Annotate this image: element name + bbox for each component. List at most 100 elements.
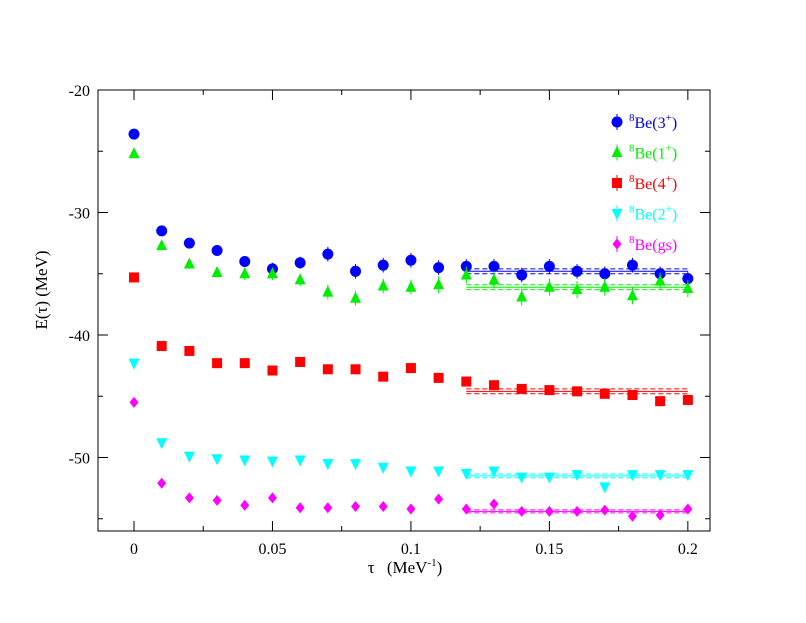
y-tick-label: -20	[69, 83, 90, 100]
point-8be-4-	[156, 341, 167, 352]
point-8be-4-	[239, 358, 250, 369]
point-8be-3-	[682, 273, 694, 285]
point-8be-gs-	[351, 501, 361, 512]
point-8be-2-	[433, 466, 445, 478]
point-8be-4-	[212, 358, 223, 369]
point-8be-2-	[460, 468, 472, 480]
point-8be-4-	[322, 364, 333, 375]
point-8be-4-	[295, 356, 306, 367]
point-8be-2-	[350, 459, 362, 471]
point-8be-2-	[543, 472, 555, 484]
point-8be-3-	[350, 265, 362, 277]
point-8be-1-	[266, 267, 278, 279]
point-8be-gs-	[544, 505, 554, 517]
point-8be-gs-	[572, 505, 582, 517]
point-8be-4-	[378, 371, 389, 382]
point-8be-gs-	[406, 503, 416, 515]
point-8be-1-	[377, 279, 389, 291]
point-8be-gs-	[212, 494, 222, 506]
point-8be-1-	[599, 280, 611, 292]
point-8be-3-	[571, 265, 583, 277]
y-tick-label: -30	[69, 206, 90, 223]
point-8be-4-	[129, 272, 139, 283]
legend-label-8be-1-: 8Be(1+)	[629, 143, 677, 163]
point-8be-1-	[183, 257, 195, 269]
point-8be-4-	[572, 386, 583, 397]
point-8be-gs-	[655, 509, 665, 521]
point-8be-3-	[488, 260, 500, 272]
point-8be-2-	[654, 470, 666, 482]
point-8be-4-	[267, 365, 278, 376]
point-8be-gs-	[323, 502, 333, 514]
point-8be-4-	[405, 363, 416, 374]
point-8be-1-	[488, 273, 500, 285]
point-8be-gs-	[267, 492, 277, 504]
x-axis-label: τ (MeV-1)	[368, 557, 443, 577]
point-8be-4-	[627, 390, 638, 401]
point-8be-1-	[516, 290, 528, 302]
point-8be-1-	[654, 274, 666, 286]
point-8be-2-	[128, 358, 140, 370]
y-axis-label: E(τ) (MeV)	[32, 250, 51, 329]
point-8be-3-	[156, 225, 168, 237]
point-8be-2-	[266, 456, 278, 468]
plot-frame	[97, 89, 711, 532]
point-8be-gs-	[517, 505, 527, 517]
point-8be-2-	[183, 451, 195, 463]
point-8be-gs-	[157, 477, 167, 489]
point-8be-4-	[516, 383, 527, 394]
legend: 8Be(3+) 8Be(1+) 8Be(4+) 8Be(2+) 8Be(gs)	[611, 112, 677, 254]
point-8be-2-	[239, 455, 251, 467]
point-8be-4-	[655, 396, 666, 407]
x-tick-label: 0.1	[401, 541, 421, 558]
point-8be-2-	[156, 438, 168, 450]
point-8be-4-	[350, 364, 361, 375]
point-8be-gs-	[129, 396, 139, 408]
point-8be-3-	[322, 248, 334, 260]
point-8be-3-	[433, 262, 445, 274]
point-8be-2-	[626, 470, 638, 482]
point-8be-2-	[599, 482, 611, 494]
point-8be-1-	[156, 239, 168, 251]
data-points	[128, 128, 694, 522]
point-8be-3-	[294, 257, 306, 269]
point-8be-4-	[433, 372, 444, 383]
point-8be-1-	[543, 280, 555, 292]
point-8be-1-	[322, 285, 334, 297]
x-tick-label: 0.15	[535, 541, 563, 558]
point-8be-gs-	[184, 492, 194, 504]
point-8be-1-	[128, 147, 140, 159]
point-8be-3-	[599, 268, 611, 280]
point-8be-2-	[516, 472, 528, 484]
point-8be-gs-	[295, 502, 305, 514]
plot-axes: 0 0.05 0.1 0.15 0.2 -50 -40 -30 -20	[69, 83, 711, 558]
point-8be-3-	[626, 259, 638, 271]
point-8be-4-	[599, 388, 610, 399]
x-tick-label: 0	[130, 541, 138, 558]
legend-label-8be-3-: 8Be(3+)	[629, 112, 677, 132]
point-8be-gs-	[240, 499, 250, 511]
point-8be-gs-	[434, 493, 444, 505]
point-8be-4-	[489, 380, 499, 391]
y-tick-label: -50	[69, 451, 90, 468]
point-8be-1-	[460, 268, 472, 280]
legend-label-8be-2-: 8Be(2+)	[629, 204, 677, 224]
point-8be-3-	[183, 237, 195, 249]
point-8be-3-	[239, 256, 251, 267]
point-8be-1-	[571, 283, 583, 295]
point-8be-3-	[211, 244, 223, 256]
point-8be-gs-	[627, 510, 637, 522]
point-8be-1-	[294, 273, 306, 285]
x-tick-label: 0.2	[678, 541, 698, 558]
point-8be-gs-	[378, 501, 388, 512]
point-8be-2-	[322, 459, 334, 471]
point-8be-3-	[543, 260, 555, 272]
point-8be-gs-	[461, 503, 471, 515]
point-8be-2-	[682, 470, 694, 482]
point-8be-gs-	[683, 503, 693, 515]
point-8be-3-	[405, 254, 417, 266]
point-8be-1-	[350, 291, 362, 303]
point-8be-3-	[128, 128, 140, 140]
point-8be-3-	[377, 259, 389, 271]
